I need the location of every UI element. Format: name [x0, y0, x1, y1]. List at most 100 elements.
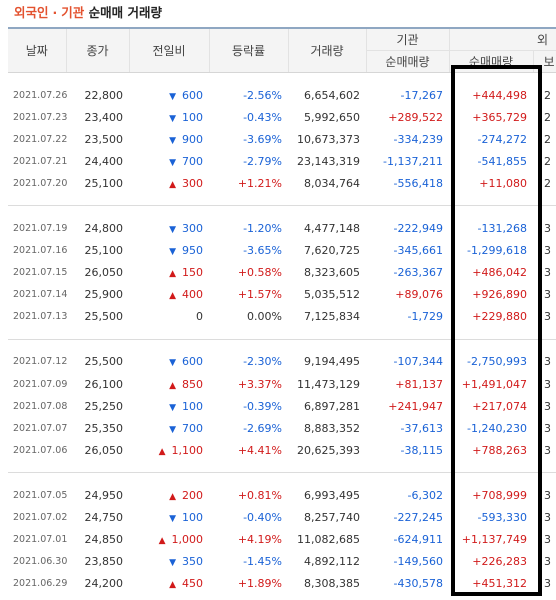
cell-foreign-hold: 3: [544, 355, 551, 369]
group-spacer: [8, 328, 556, 340]
cell-foreign-hold: 3: [544, 577, 551, 591]
cell-date: 2021.06.30: [13, 556, 68, 568]
header-foreign-hold: 보: [532, 50, 556, 73]
cell-volume: 11,082,685: [297, 533, 360, 547]
cell-volume: 10,673,373: [297, 132, 360, 146]
header-institution-net: 순매매량: [365, 50, 449, 73]
cell-date: 2021.07.14: [13, 289, 68, 301]
table-row: 2021.07.12 25,500 ▼ 600 -2.30% 9,194,495 -107,…: [8, 351, 556, 373]
cell-change: ▲ 300: [129, 172, 209, 194]
table-row: 2021.07.23 23,400 ▼ 100 -0.43% 5,992,650 +289,…: [8, 106, 556, 128]
cell-change: ▼ 900: [129, 128, 209, 150]
cell-change-value: 0: [196, 310, 203, 324]
cell-foreign-hold: 3: [544, 511, 551, 525]
cell-change-value: 350: [182, 555, 203, 569]
cell-volume: 4,477,148: [304, 222, 360, 236]
cell-change: 0: [129, 306, 209, 328]
group-spacer: [8, 473, 556, 484]
cell-change-value: 700: [182, 154, 203, 168]
cell-volume: 7,620,725: [304, 244, 360, 258]
header-institution-group: 기관: [365, 27, 449, 51]
cell-close: 24,850: [84, 533, 124, 547]
cell-close: 23,400: [84, 110, 124, 124]
cell-volume: 5,035,512: [304, 288, 360, 302]
cell-rate: -2.69%: [243, 421, 282, 435]
cell-change: ▲ 1,000: [129, 529, 209, 551]
cell-foreign-hold: 2: [544, 88, 551, 102]
cell-change-value: 150: [182, 266, 203, 280]
cell-close: 24,800: [84, 222, 124, 236]
header-volume: 거래량: [287, 27, 366, 73]
cell-change: ▼ 300: [129, 217, 209, 239]
cell-foreign-net: -541,855: [477, 154, 527, 168]
cell-institution-net: -149,560: [393, 555, 443, 569]
cell-volume: 6,897,281: [304, 399, 360, 413]
cell-foreign-net: +1,137,749: [461, 533, 527, 547]
cell-rate: -1.20%: [243, 222, 282, 236]
cell-institution-net: -222,949: [393, 222, 443, 236]
down-arrow-icon: ▼: [169, 91, 176, 102]
group-spacer: [8, 194, 556, 206]
down-arrow-icon: ▼: [169, 402, 176, 413]
cell-institution-net: +89,076: [395, 288, 443, 302]
cell-close: 25,900: [84, 288, 124, 302]
cell-date: 2021.07.19: [13, 223, 68, 235]
cell-volume: 8,308,385: [304, 577, 360, 591]
cell-institution-net: -38,115: [400, 443, 443, 457]
group-divider: [8, 472, 556, 474]
cell-close: 26,050: [84, 266, 124, 280]
cell-change-value: 100: [182, 399, 203, 413]
cell-foreign-hold: 3: [544, 533, 551, 547]
header-date: 날짜: [8, 27, 66, 73]
cell-change: ▼ 350: [129, 551, 209, 573]
cell-rate: -0.40%: [243, 511, 282, 525]
table-row: 2021.07.07 25,350 ▼ 700 -2.69% 8,883,352 -37,6…: [8, 417, 556, 439]
table-row: 2021.07.20 25,100 ▲ 300 +1.21% 8,034,764 -556,…: [8, 172, 556, 194]
cell-date: 2021.07.15: [13, 267, 68, 279]
cell-change: ▲ 150: [129, 262, 209, 284]
cell-date: 2021.07.16: [13, 245, 68, 257]
cell-change: ▼ 600: [129, 84, 209, 106]
cell-rate: +0.58%: [237, 266, 282, 280]
cell-close: 23,500: [84, 132, 124, 146]
cell-foreign-net: -2,750,993: [467, 355, 527, 369]
cell-foreign-hold: 2: [544, 132, 551, 146]
cell-institution-net: +289,522: [388, 110, 443, 124]
cell-change: ▲ 850: [129, 373, 209, 395]
cell-foreign-net: -593,330: [477, 511, 527, 525]
table-row: 2021.07.22 23,500 ▼ 900 -3.69% 10,673,373 -334…: [8, 128, 556, 150]
cell-foreign-hold: 3: [544, 488, 551, 502]
table-header: 날짜 종가 전일비 등락률 거래량 기관 외 순매매량 순매매량 보: [8, 27, 556, 73]
cell-change-value: 600: [182, 355, 203, 369]
cell-change: ▲ 400: [129, 284, 209, 306]
down-arrow-icon: ▼: [169, 358, 176, 369]
cell-foreign-net: -1,299,618: [467, 244, 527, 258]
cell-foreign-hold: 3: [544, 443, 551, 457]
cell-date: 2021.07.21: [13, 155, 68, 167]
cell-date: 2021.07.12: [13, 356, 68, 368]
cell-date: 2021.07.02: [13, 512, 68, 524]
cell-rate: +1.21%: [237, 176, 282, 190]
cell-institution-net: +241,947: [388, 399, 443, 413]
cell-institution-net: -334,239: [393, 132, 443, 146]
cell-change-value: 400: [182, 288, 203, 302]
cell-change: ▼ 100: [129, 106, 209, 128]
cell-rate: -0.43%: [243, 110, 282, 124]
cell-rate: -2.56%: [243, 88, 282, 102]
cell-foreign-hold: 2: [544, 154, 551, 168]
cell-change-value: 450: [182, 577, 203, 591]
table-row: 2021.06.29 24,200 ▲ 450 +1.89% 8,308,385 -430,…: [8, 573, 556, 595]
cell-close: 24,200: [84, 577, 124, 591]
cell-foreign-net: +229,880: [472, 310, 527, 324]
cell-change-value: 100: [182, 511, 203, 525]
cell-rate: -3.69%: [243, 132, 282, 146]
up-arrow-icon: ▲: [169, 491, 176, 502]
table-row: 2021.07.13 25,500 0 0.00% 7,125,834 -1,729 +22…: [8, 306, 556, 328]
cell-close: 24,400: [84, 154, 124, 168]
header-foreign-group: 외: [448, 27, 556, 51]
cell-close: 25,500: [84, 355, 124, 369]
cell-institution-net: -6,302: [407, 488, 443, 502]
cell-volume: 9,194,495: [304, 355, 360, 369]
group-spacer: [8, 595, 556, 600]
header-change: 전일비: [128, 27, 209, 73]
